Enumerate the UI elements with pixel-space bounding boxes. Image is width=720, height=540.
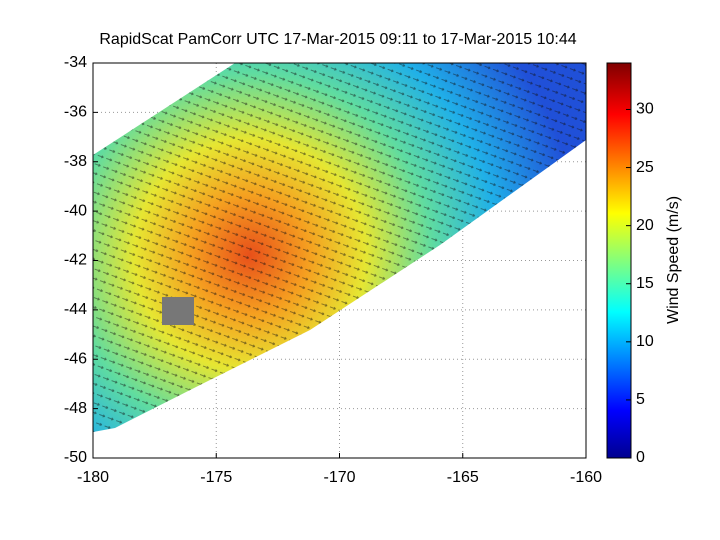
- x-tick-label: -175: [200, 469, 232, 486]
- colorbar-tick-label: 0: [636, 449, 645, 466]
- y-tick-label: -50: [64, 449, 87, 466]
- colorbar-tick-label: 25: [636, 159, 654, 176]
- y-tick-label: -40: [64, 202, 87, 219]
- x-tick-label: -180: [77, 469, 109, 486]
- colorbar-tick-label: 20: [636, 217, 654, 234]
- y-tick-label: -34: [64, 54, 87, 71]
- x-tick-label: -170: [323, 469, 355, 486]
- y-tick-label: -46: [64, 350, 87, 367]
- x-tick-label: -165: [447, 469, 479, 486]
- colorbar: [606, 62, 632, 459]
- rain-flag: [162, 297, 194, 325]
- y-tick-label: -38: [64, 153, 87, 170]
- colorbar-tick-label: 10: [636, 333, 654, 350]
- chart-title: RapidScat PamCorr UTC 17-Mar-2015 09:11 …: [99, 31, 576, 48]
- y-tick-label: -36: [64, 104, 87, 121]
- y-tick-label: -42: [64, 252, 87, 269]
- y-tick-label: -48: [64, 400, 87, 417]
- x-tick-label: -160: [570, 469, 602, 486]
- colorbar-tick-label: 30: [636, 101, 654, 118]
- colorbar-tick-label: 15: [636, 275, 654, 292]
- colorbar-label: Wind Speed (m/s): [665, 196, 682, 324]
- colorbar-tick-label: 5: [636, 391, 645, 408]
- wind-vectors: [93, 63, 586, 432]
- y-tick-label: -44: [64, 301, 87, 318]
